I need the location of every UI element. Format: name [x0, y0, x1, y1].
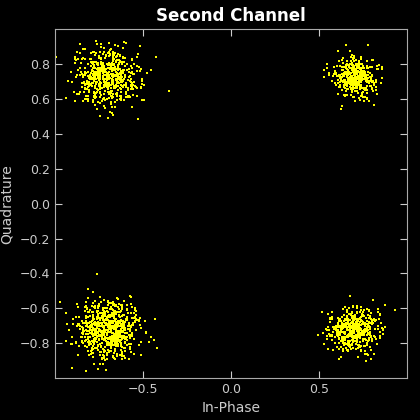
Y-axis label: Quadrature: Quadrature: [0, 164, 14, 244]
Title: Second Channel: Second Channel: [156, 7, 306, 25]
X-axis label: In-Phase: In-Phase: [202, 402, 260, 415]
